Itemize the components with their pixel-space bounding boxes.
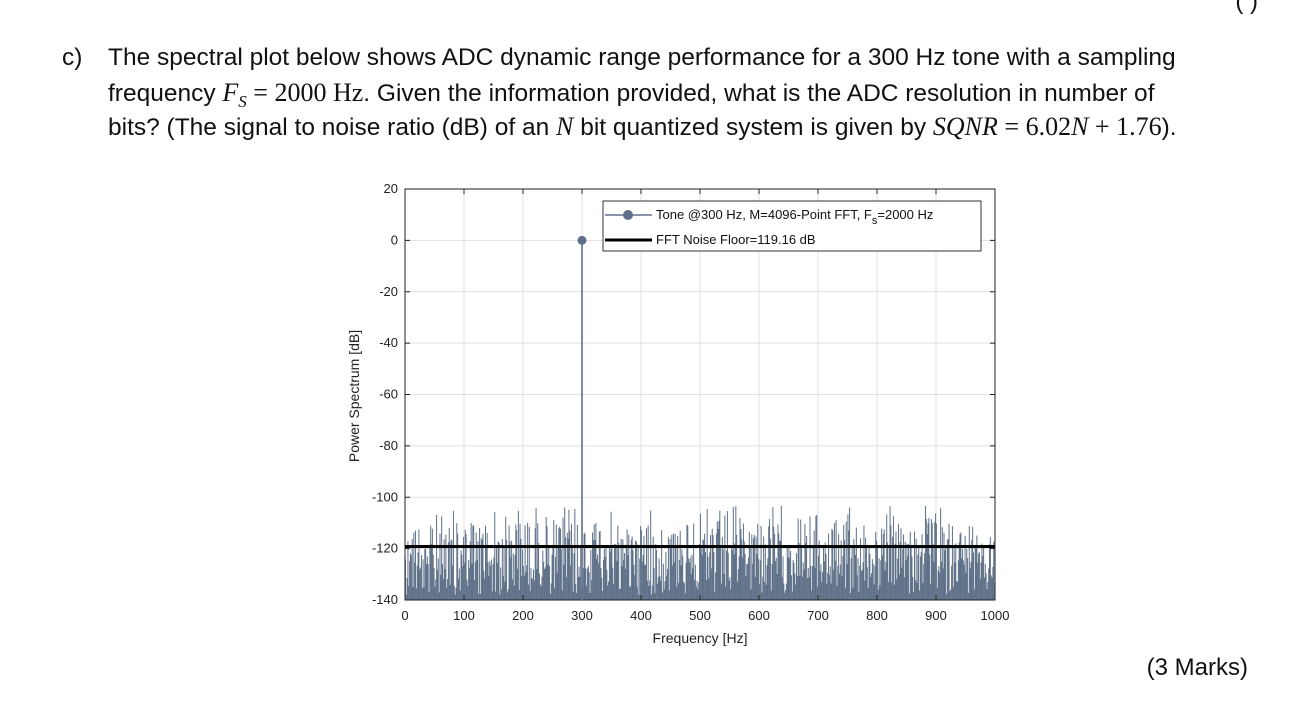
- y-tick-label: -60: [379, 387, 398, 402]
- x-tick-label: 0: [401, 608, 408, 623]
- x-tick-label: 700: [807, 608, 829, 623]
- sqnr-const: + 1.76: [1088, 112, 1162, 141]
- legend-noise-label: FFT Noise Floor=119.16 dB: [656, 232, 816, 247]
- x-tick-label: 100: [453, 608, 475, 623]
- question-line-3: bits? (The signal to noise ratio (dB) of…: [108, 112, 1177, 142]
- fs-symbol: FS: [222, 78, 247, 112]
- x-axis-label: Frequency [Hz]: [653, 630, 748, 646]
- sqnr-eq: = 6.02: [997, 112, 1072, 141]
- legend-box: [602, 200, 982, 252]
- legend-tone-label: Tone @300 Hz, M=4096-Point FFT, Fs=2000 …: [656, 207, 933, 227]
- noise-bars: [404, 505, 996, 600]
- x-tick-label: 400: [630, 608, 652, 623]
- y-tick-label: -120: [372, 541, 398, 556]
- question-line-1: The spectral plot below shows ADC dynami…: [108, 44, 1176, 72]
- question-text-3c: ).: [1161, 114, 1177, 141]
- y-axis-label: Power Spectrum [dB]: [346, 330, 362, 462]
- n-symbol: N: [556, 112, 574, 141]
- y-tick-label: 20: [384, 181, 398, 196]
- y-tick-label: -80: [379, 438, 398, 453]
- y-tick-label: 0: [391, 232, 398, 247]
- y-tick-label: -20: [379, 284, 398, 299]
- question-text-3b: bit quantized system is given by: [573, 114, 933, 141]
- x-tick-label: 300: [571, 608, 593, 623]
- question-text-1: The spectral plot below shows ADC dynami…: [108, 44, 1176, 71]
- question-label: c): [62, 44, 83, 71]
- x-tick-label: 1000: [981, 608, 1010, 623]
- y-tick-label: -140: [372, 592, 398, 607]
- x-tick-label: 800: [866, 608, 888, 623]
- x-tick-label: 200: [512, 608, 534, 623]
- question-text-2a: frequency: [108, 80, 223, 107]
- legend-tone-marker: [623, 210, 633, 220]
- question-line-2: frequency FS = 2000 Hz. Given the inform…: [108, 78, 1155, 112]
- chart-series: [405, 235, 995, 600]
- question-text-3a: bits? (The signal to noise ratio (dB) of…: [108, 114, 557, 141]
- y-tick-label: -100: [372, 489, 398, 504]
- sqnr-symbol: SQNR: [932, 112, 998, 141]
- y-tick-label: -40: [379, 335, 398, 350]
- x-tick-label: 900: [925, 608, 947, 623]
- x-tick-label: 600: [748, 608, 770, 623]
- fs-value: = 2000 Hz: [246, 78, 364, 107]
- question-text-2b: . Given the information provided, what i…: [363, 80, 1155, 107]
- corner-fragment: ( ): [1235, 0, 1258, 15]
- tone-peak-marker: [577, 235, 587, 245]
- chart-ticks: 0 100 200 300 400 500 600 700 800 900 1000200-20-4…: [372, 181, 1009, 623]
- marks-label: (3 Marks): [1146, 654, 1248, 681]
- n-symbol-2: N: [1071, 112, 1089, 141]
- x-tick-label: 500: [689, 608, 711, 623]
- chart-legend: Tone @300 Hz, M=4096-Point FFT, Fs=2000 …: [602, 200, 982, 252]
